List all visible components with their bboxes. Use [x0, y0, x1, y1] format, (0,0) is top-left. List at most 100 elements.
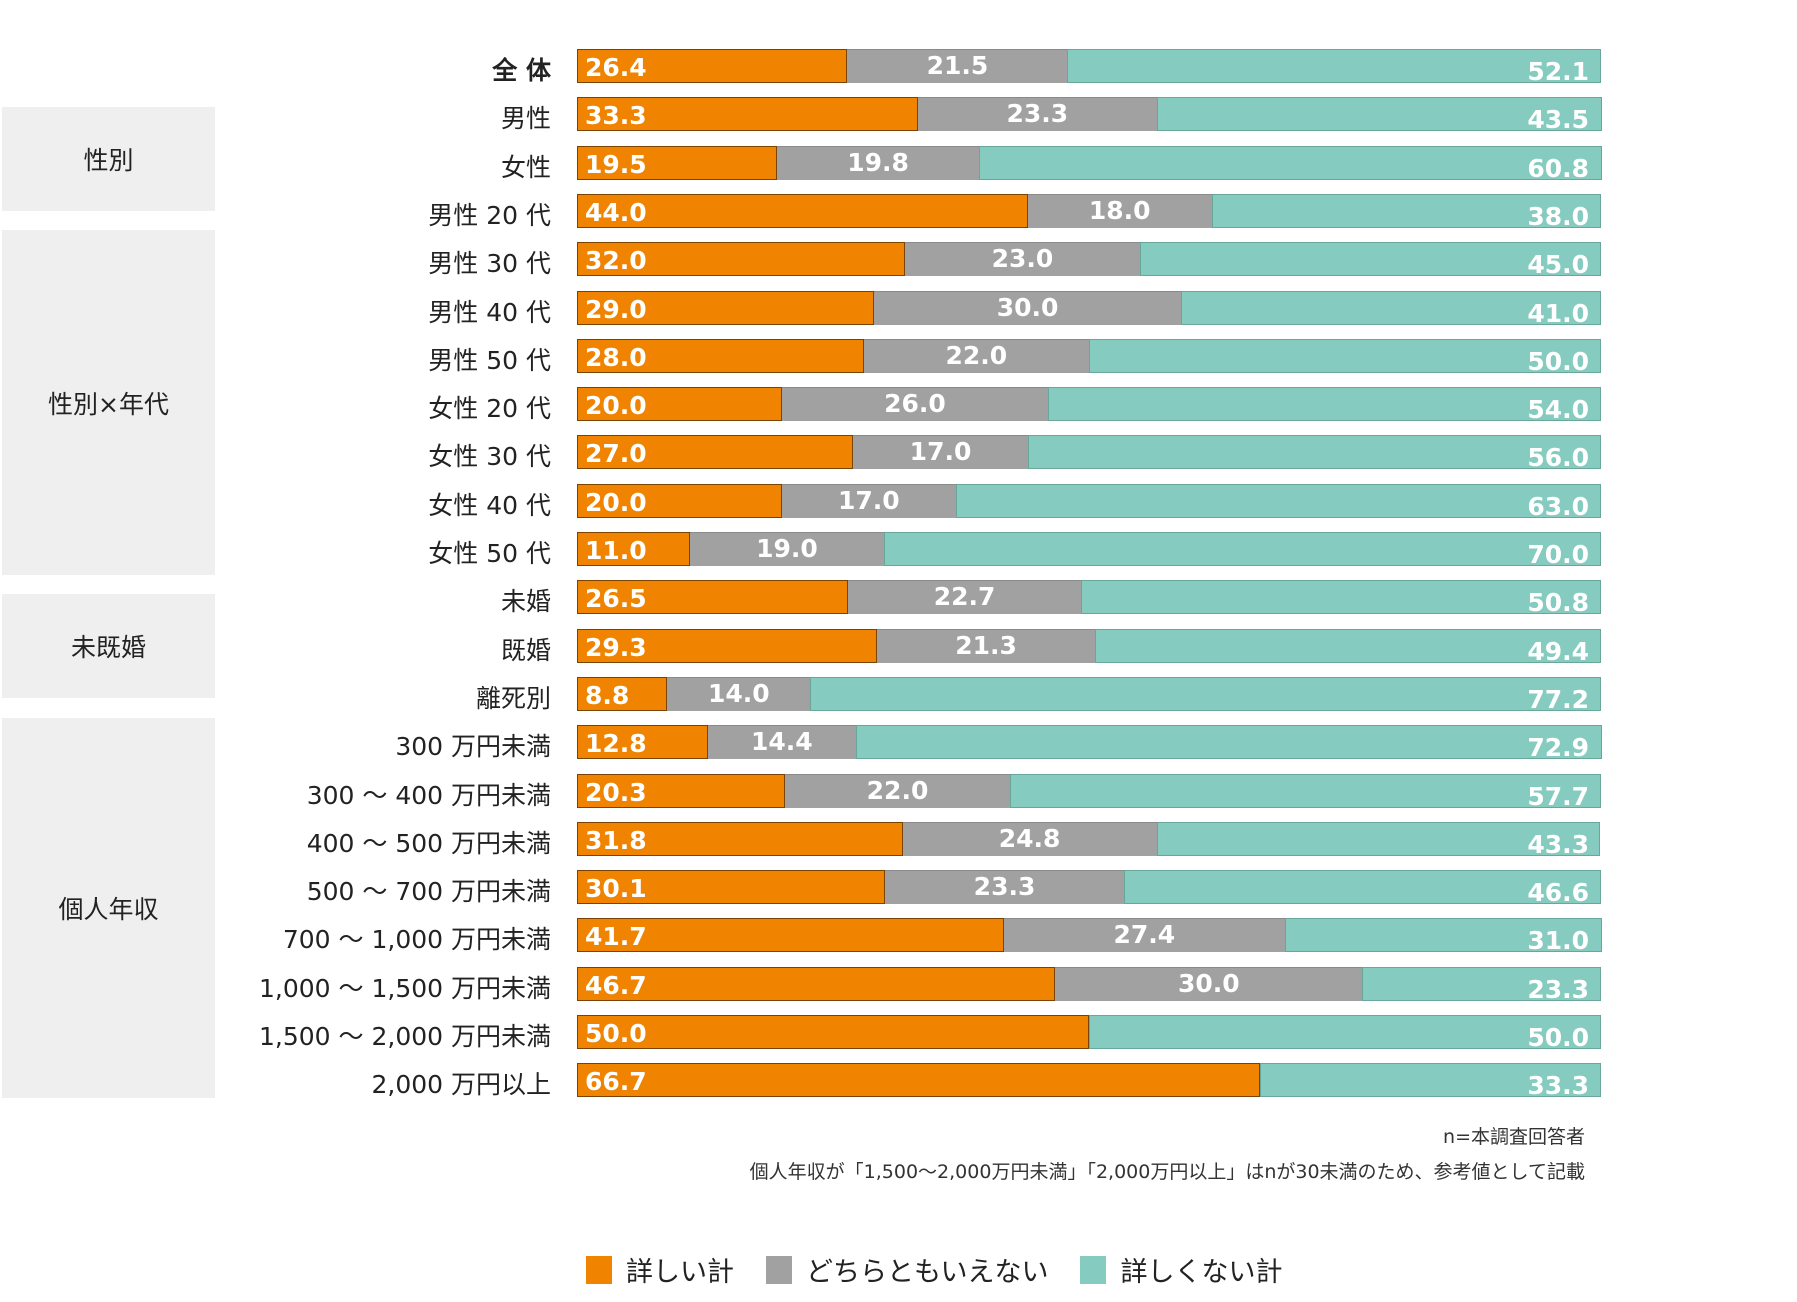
bar-neither [708, 725, 856, 760]
bar-not-detailed [1089, 338, 1601, 373]
data-label: 66.7 [585, 1067, 647, 1097]
data-label: 32.0 [585, 246, 647, 276]
group-label: 性別 [2, 107, 215, 211]
data-label: 31.8 [585, 825, 647, 855]
bar-detailed [577, 532, 690, 566]
data-label: 27.4 [1113, 920, 1176, 950]
bar-detailed [577, 870, 886, 905]
bar-detailed [577, 725, 709, 760]
category-label: 女性 30 代 [428, 442, 551, 472]
bar-neither [1027, 193, 1212, 228]
bar-not-detailed [1260, 1063, 1601, 1098]
bar-detailed [577, 628, 878, 663]
bar-neither [873, 290, 1182, 325]
bar-neither [853, 435, 1028, 470]
bar-not-detailed [1362, 966, 1601, 1001]
bar-detailed [577, 338, 864, 373]
bar-neither [917, 97, 1157, 132]
bar-not-detailed [884, 532, 1601, 566]
data-label: 70.0 [1527, 540, 1589, 569]
data-label: 22.7 [933, 582, 996, 612]
bar-neither [781, 387, 1049, 422]
bar-detailed [577, 773, 785, 808]
reference-note: 個人年収が「1,500～2,000万円未満」「2,000万円以上」はnが30未満… [749, 1161, 1585, 1183]
bar-detailed [577, 193, 1028, 228]
category-label: 全 体 [492, 56, 551, 85]
legend-label: 詳しくない計 [1120, 1257, 1283, 1288]
category-label: 女性 [500, 152, 551, 182]
bar-neither [885, 870, 1124, 905]
category-label: 未婚 [500, 587, 551, 617]
data-label: 23.0 [991, 244, 1054, 274]
data-label: 50.0 [585, 1019, 647, 1048]
bar-detailed [577, 966, 1056, 1001]
bar-detailed [577, 290, 874, 325]
data-label: 38.0 [1527, 201, 1589, 231]
data-label: 21.3 [955, 630, 1017, 660]
data-label: 22.0 [866, 775, 929, 805]
bar-not-detailed [1140, 242, 1601, 277]
bar-not-detailed [1048, 387, 1601, 422]
bar-detailed [577, 49, 848, 83]
data-label: 26.0 [884, 389, 946, 419]
bar-detailed [577, 387, 782, 422]
data-label: 41.7 [585, 922, 647, 952]
group-label: 未既婚 [2, 594, 215, 698]
data-label: 72.9 [1527, 733, 1589, 763]
bar-neither [776, 145, 980, 180]
data-label: 31.0 [1527, 926, 1589, 956]
bar-detailed [577, 580, 849, 615]
data-label: 57.7 [1527, 781, 1589, 811]
data-label: 23.3 [973, 872, 1036, 902]
data-label: 50.8 [1527, 588, 1589, 618]
legend-swatch [586, 1255, 612, 1284]
bar-not-detailed [955, 483, 1601, 518]
data-label: 26.4 [585, 53, 647, 82]
bar-detailed [577, 1063, 1260, 1098]
data-label: 63.0 [1527, 491, 1589, 521]
category-label: 500 ～ 700 万円未満 [306, 877, 551, 907]
bar-not-detailed [979, 145, 1602, 180]
legend-item-neither: どちらともいえない [766, 1250, 1048, 1289]
data-label: 29.3 [585, 632, 647, 662]
data-label: 77.2 [1527, 684, 1589, 714]
sample-note: n=本調査回答者 [1443, 1126, 1585, 1148]
bar-not-detailed [1123, 870, 1601, 905]
bar-detailed [577, 97, 918, 132]
bar-not-detailed [1089, 1015, 1601, 1049]
bar-neither [784, 773, 1011, 808]
category-label: 女性 40 代 [428, 490, 551, 520]
legend-item-detailed: 詳しい計 [586, 1250, 734, 1289]
data-label: 8.8 [585, 680, 630, 710]
group-label: 個人年収 [2, 718, 215, 1098]
bar-not-detailed [1156, 821, 1600, 856]
data-label: 26.5 [585, 584, 647, 614]
category-label: 1,500 ～ 2,000 万円未満 [259, 1022, 551, 1051]
data-label: 19.8 [847, 147, 909, 177]
data-label: 41.0 [1527, 298, 1589, 328]
bar-detailed [577, 1015, 1089, 1049]
bar-not-detailed [1211, 193, 1601, 228]
bar-not-detailed [855, 725, 1602, 760]
category-label: 男性 50 代 [428, 345, 551, 375]
bar-detailed [577, 483, 782, 518]
data-label: 12.8 [585, 729, 647, 759]
data-label: 52.1 [1527, 57, 1589, 86]
data-label: 19.5 [585, 149, 647, 179]
data-label: 20.0 [585, 391, 647, 421]
bar-neither [781, 483, 956, 518]
data-label: 18.0 [1088, 195, 1151, 225]
data-label: 23.3 [1527, 974, 1589, 1004]
category-label: 男性 20 代 [428, 200, 551, 230]
data-label: 50.0 [1527, 346, 1589, 376]
data-label: 30.0 [1177, 968, 1240, 998]
bar-neither [848, 580, 1081, 615]
bar-not-detailed [1095, 628, 1601, 663]
data-label: 60.8 [1527, 153, 1589, 183]
bar-detailed [577, 676, 668, 711]
data-label: 27.0 [585, 439, 647, 469]
category-label: 300 ～ 400 万円未満 [306, 780, 551, 810]
bar-not-detailed [1010, 773, 1601, 808]
data-label: 29.0 [585, 294, 647, 324]
